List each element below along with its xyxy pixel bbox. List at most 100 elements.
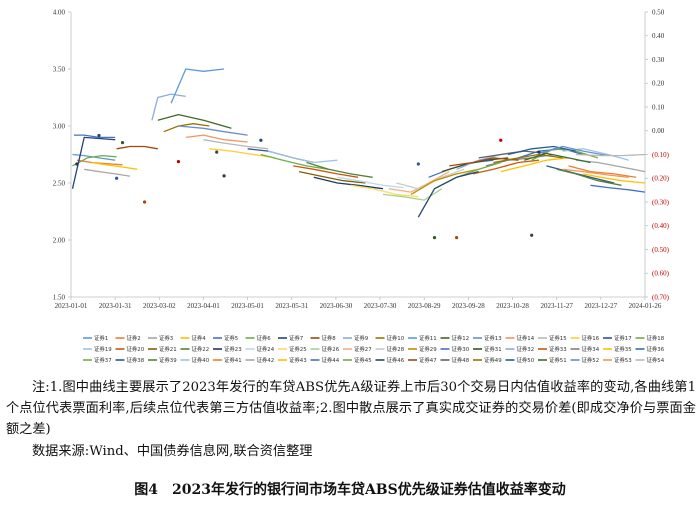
- legend-label: 证券53: [614, 356, 632, 364]
- scatter-point: [537, 150, 541, 154]
- y2-tick-label: (0.30): [652, 198, 670, 206]
- legend-label: 证券51: [549, 356, 567, 364]
- scatter-point: [120, 141, 125, 145]
- y2-tick-label: (0.10): [652, 151, 670, 159]
- x-tick-label: 2023-01-31: [99, 302, 132, 310]
- series-line: [203, 139, 269, 150]
- legend-label: 证券6: [257, 334, 272, 342]
- x-tick-label: 2023-09-28: [452, 302, 485, 310]
- legend-label: 证券43: [289, 356, 307, 364]
- legend-label: 证券29: [419, 345, 437, 353]
- figure-caption: 图4 2023年发行的银行间市场车贷ABS优先级证券估值收益率变动: [134, 482, 566, 498]
- legend-label: 证券54: [647, 356, 665, 364]
- series-line: [163, 123, 210, 133]
- scatter-point: [222, 174, 226, 178]
- legend-label: 证券13: [484, 334, 502, 342]
- chart-legend: 证券1 证券2 证券3 证券4 证券5 证券6 证券7 证券8 证券9 证券10 证券11 证券12 证…: [83, 334, 665, 364]
- legend-label: 证券19: [94, 345, 112, 353]
- series-line: [116, 145, 158, 150]
- legend-label: 证券26: [322, 345, 340, 353]
- legend-label: 证券36: [647, 345, 665, 353]
- x-tick-label: 2023-05-31: [275, 302, 308, 310]
- scatter-point: [115, 176, 119, 180]
- scatter-point: [75, 162, 79, 166]
- legend-label: 证券50: [517, 356, 535, 364]
- legend-label: 证券21: [159, 345, 177, 353]
- series-line: [493, 153, 563, 164]
- y-tick-label: 2.00: [53, 236, 66, 244]
- chart-note: 注:1.图中曲线主要展示了2023年发行的车贷ABS优先A级证券上市后30个交易…: [6, 377, 696, 440]
- series-line: [313, 176, 384, 190]
- series-line: [71, 136, 116, 189]
- x-tick-label: 2023-10-28: [496, 302, 529, 310]
- scatter-point: [176, 160, 181, 164]
- legend-label: 证券11: [419, 334, 437, 342]
- chart-area: 4.00 3.50 3.00 2.50 2.00 1.50 0.50 0.40 0.30 0.20…: [53, 8, 670, 364]
- legend-label: 证券2: [127, 334, 141, 342]
- series-line: [151, 93, 186, 121]
- scatter-point: [215, 150, 219, 154]
- series-line: [568, 165, 637, 178]
- x-tick-label: 2023-07-30: [364, 302, 397, 310]
- legend-label: 证券12: [452, 334, 470, 342]
- legend-label: 证券52: [582, 356, 600, 364]
- series-line: [410, 168, 479, 195]
- legend-label: 证券22: [192, 345, 210, 353]
- legend-label: 证券20: [127, 345, 145, 353]
- legend-label: 证券38: [127, 356, 145, 364]
- x-tick-label: 2023-05-01: [231, 302, 264, 310]
- x-tick-label: 2023-11-27: [540, 302, 573, 310]
- note-text: 注:1.图中曲线主要展示了2023年发行的车贷ABS优先A级证券上市后30个交易…: [6, 380, 696, 437]
- series-line: [337, 176, 404, 189]
- series-line: [170, 68, 225, 104]
- scatter-point: [499, 138, 503, 142]
- scatter-point: [259, 138, 263, 142]
- series-line: [350, 184, 419, 198]
- x-tick-label: 2024-01-26: [629, 302, 662, 310]
- series-line: [185, 134, 248, 143]
- series-line: [524, 152, 591, 164]
- x-tick-label: 2023-08-29: [408, 302, 441, 310]
- y-tick-label: 1.50: [53, 293, 66, 301]
- y2-tick-label: (0.20): [652, 175, 670, 183]
- scatter-point: [416, 162, 420, 166]
- chart-scatter-points: [75, 133, 541, 240]
- series-line: [538, 145, 609, 157]
- y-tick-label: 4.00: [53, 8, 66, 16]
- scatter-point: [142, 200, 147, 204]
- legend-label: 证券17: [614, 334, 632, 342]
- y2-tick-label: (0.60): [652, 270, 670, 278]
- series-line: [562, 168, 629, 178]
- y2-tick-label: 0.00: [652, 127, 665, 135]
- series-line: [306, 161, 373, 178]
- x-tick-label: 2023-04-01: [187, 302, 220, 310]
- legend-label: 证券9: [354, 334, 369, 342]
- series-line: [434, 161, 501, 190]
- y2-tick-label: (0.50): [652, 246, 670, 254]
- legend-label: 证券25: [289, 345, 307, 353]
- chart-axes: 4.00 3.50 3.00 2.50 2.00 1.50 0.50 0.40 0.30 0.20…: [53, 8, 670, 310]
- legend-label: 证券46: [387, 356, 405, 364]
- y2-tick-label: 0.40: [652, 32, 665, 40]
- legend-label: 证券44: [322, 356, 340, 364]
- legend-label: 证券47: [419, 356, 437, 364]
- series-line: [583, 173, 646, 184]
- x-tick-label: 2023-03-02: [143, 302, 176, 310]
- legend-label: 证券18: [647, 334, 665, 342]
- series-line: [84, 168, 131, 177]
- x-tick-label: 2023-06-30: [320, 302, 353, 310]
- series-line: [507, 145, 576, 156]
- legend-label: 证券41: [224, 356, 242, 364]
- series-line: [472, 159, 540, 175]
- series-line: [209, 148, 276, 159]
- legend-label: 证券40: [192, 356, 210, 364]
- legend-label: 证券16: [582, 334, 600, 342]
- yield-chart: 4.00 3.50 3.00 2.50 2.00 1.50 0.50 0.40 0.30 0.20…: [53, 8, 670, 364]
- series-line: [157, 113, 232, 129]
- legend-label: 证券8: [322, 334, 337, 342]
- series-line: [178, 125, 248, 136]
- legend-label: 证券34: [582, 345, 600, 353]
- series-line: [500, 157, 569, 173]
- x-tick-label: 2023-01-01: [55, 302, 88, 310]
- scatter-point: [97, 133, 101, 138]
